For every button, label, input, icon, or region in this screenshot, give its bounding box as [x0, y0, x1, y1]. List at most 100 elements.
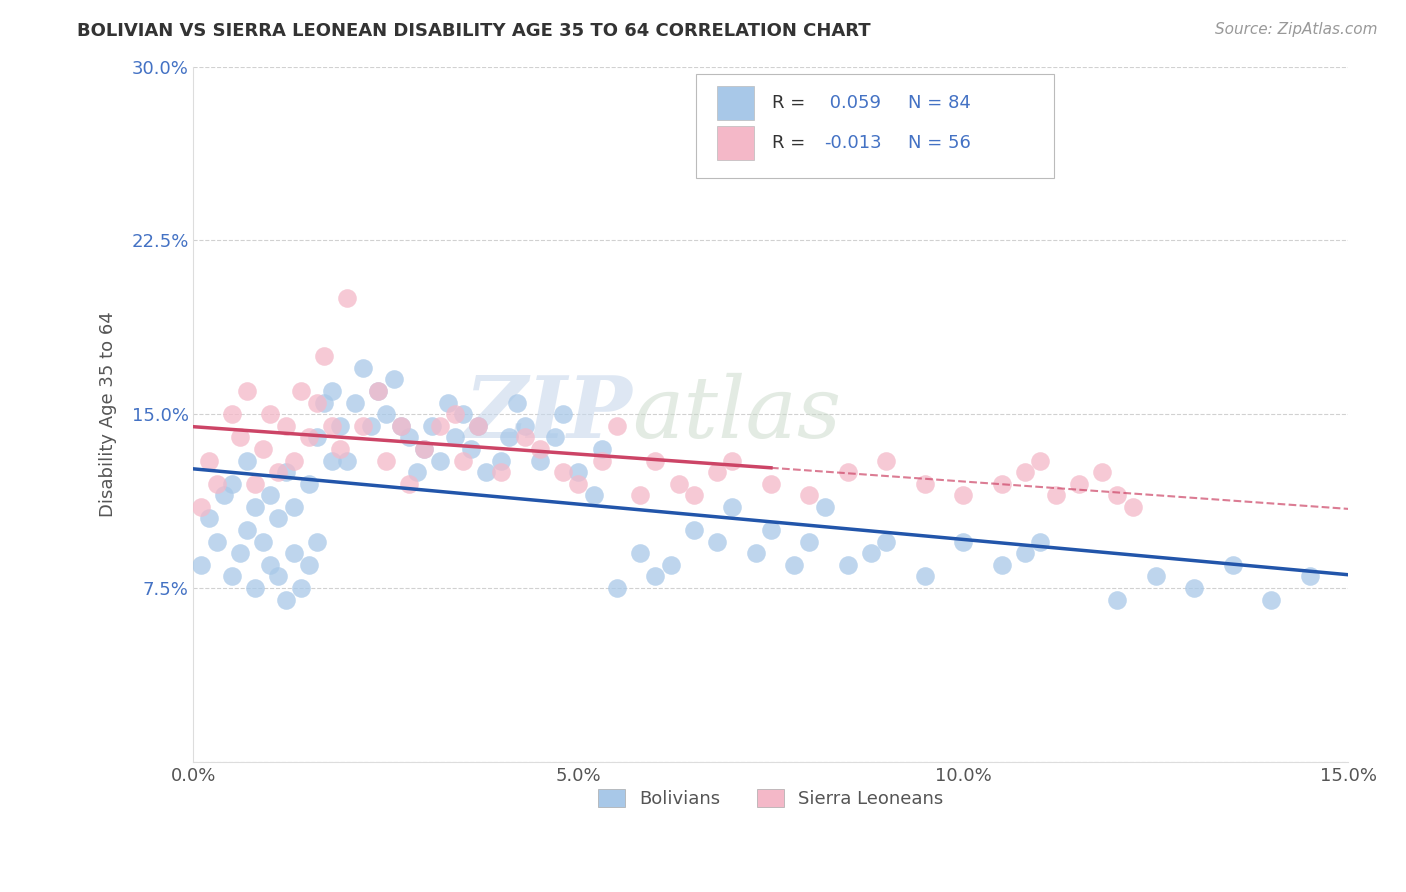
Point [243, 476, 266, 491]
Point [267, 569, 290, 583]
Point [344, 395, 367, 409]
Point [783, 558, 806, 572]
Point [236, 453, 259, 467]
Point [506, 395, 529, 409]
Text: N = 84: N = 84 [908, 95, 972, 112]
Point [529, 442, 551, 456]
Point [329, 418, 352, 433]
Point [914, 476, 936, 491]
Point [591, 442, 613, 456]
Point [544, 430, 567, 444]
Point [305, 430, 328, 444]
FancyBboxPatch shape [696, 73, 1054, 178]
Point [837, 558, 859, 572]
Point [321, 418, 343, 433]
Point [243, 581, 266, 595]
Point [567, 476, 589, 491]
Point [475, 465, 498, 479]
Point [491, 465, 513, 479]
Point [413, 442, 436, 456]
Point [375, 407, 398, 421]
Point [382, 372, 405, 386]
Point [336, 453, 359, 467]
Point [283, 453, 305, 467]
Point [305, 395, 328, 409]
Point [283, 546, 305, 560]
Point [551, 465, 574, 479]
Point [274, 465, 297, 479]
Point [875, 453, 897, 467]
Point [367, 384, 389, 398]
Point [274, 592, 297, 607]
Point [991, 558, 1014, 572]
Point [298, 430, 321, 444]
Point [429, 453, 451, 467]
Point [444, 407, 467, 421]
Point [352, 360, 374, 375]
Point [259, 488, 281, 502]
Point [405, 465, 427, 479]
Point [360, 418, 382, 433]
Text: N = 56: N = 56 [908, 134, 972, 152]
Point [259, 407, 281, 421]
Point [221, 569, 243, 583]
Point [298, 558, 321, 572]
Point [591, 453, 613, 467]
Text: ZIP: ZIP [464, 373, 633, 456]
Point [706, 534, 728, 549]
Point [1144, 569, 1167, 583]
Point [436, 395, 458, 409]
Point [389, 418, 412, 433]
Point [628, 488, 651, 502]
Point [1260, 592, 1282, 607]
Point [582, 488, 605, 502]
Text: BOLIVIAN VS SIERRA LEONEAN DISABILITY AGE 35 TO 64 CORRELATION CHART: BOLIVIAN VS SIERRA LEONEAN DISABILITY AG… [77, 22, 870, 40]
Point [352, 418, 374, 433]
Point [721, 500, 744, 514]
Point [321, 453, 343, 467]
Point [759, 523, 782, 537]
Point [228, 430, 250, 444]
Point [267, 465, 290, 479]
Point [314, 349, 336, 363]
Point [498, 430, 520, 444]
Point [467, 418, 489, 433]
Point [644, 569, 666, 583]
Point [1222, 558, 1244, 572]
Point [321, 384, 343, 398]
Point [683, 523, 706, 537]
Point [628, 546, 651, 560]
Point [243, 500, 266, 514]
Point [914, 569, 936, 583]
Point [290, 581, 312, 595]
Point [214, 488, 236, 502]
Point [274, 418, 297, 433]
Point [606, 418, 628, 433]
Point [467, 418, 489, 433]
Point [221, 407, 243, 421]
Point [1045, 488, 1067, 502]
Point [252, 442, 274, 456]
Point [389, 418, 412, 433]
Point [283, 500, 305, 514]
Point [744, 546, 766, 560]
Text: R =: R = [772, 95, 811, 112]
Point [190, 558, 212, 572]
Point [1014, 465, 1036, 479]
Point [1029, 534, 1052, 549]
Point [875, 534, 897, 549]
Point [190, 500, 212, 514]
Point [952, 534, 974, 549]
Point [952, 488, 974, 502]
Text: -0.013: -0.013 [824, 134, 882, 152]
Point [198, 453, 221, 467]
Point [429, 418, 451, 433]
Point [460, 442, 482, 456]
Text: 0.059: 0.059 [824, 95, 882, 112]
Text: R =: R = [772, 134, 811, 152]
FancyBboxPatch shape [717, 126, 754, 160]
Point [205, 534, 228, 549]
Point [1091, 465, 1114, 479]
Point [1122, 500, 1144, 514]
Point [413, 442, 436, 456]
